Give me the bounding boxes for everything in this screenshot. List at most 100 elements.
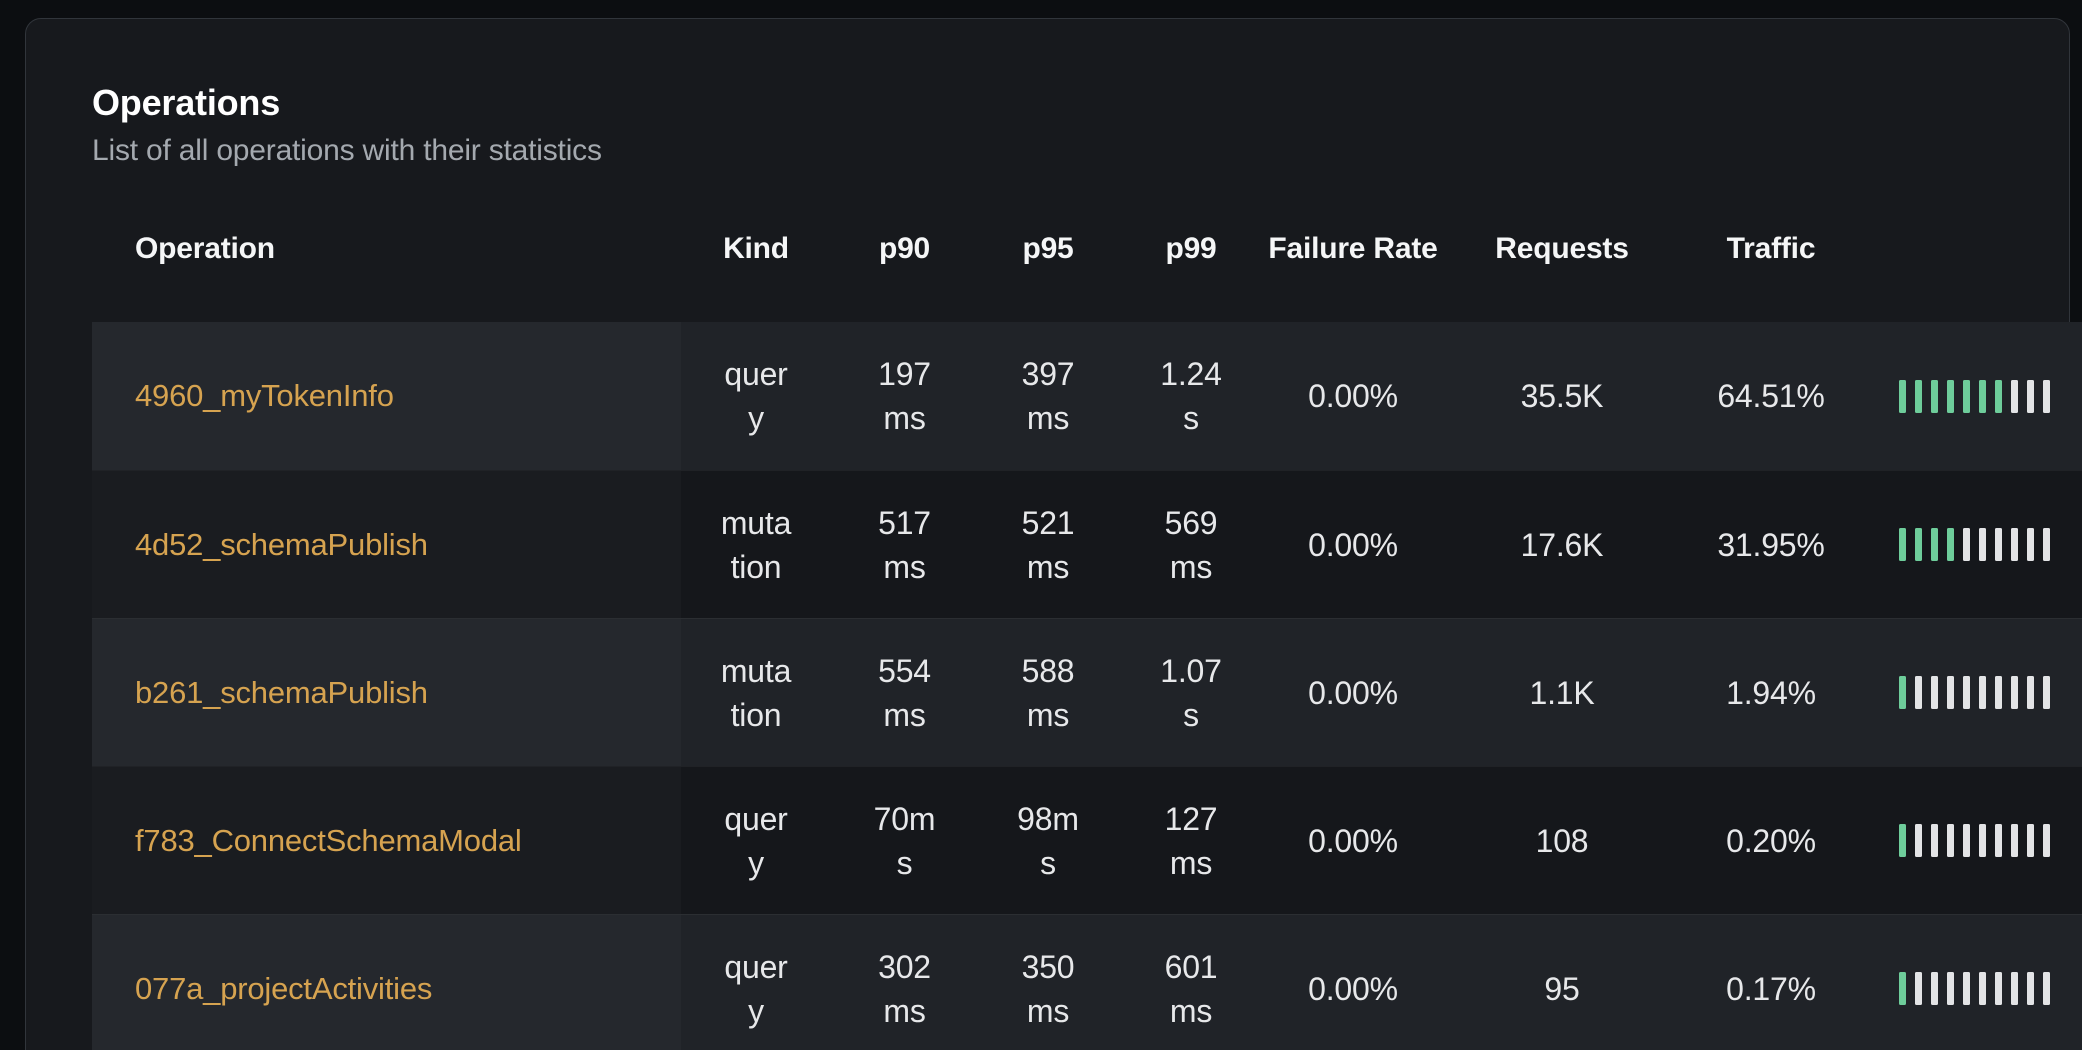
p99-cell: 127 ms: [1164, 800, 1218, 881]
traffic-bar: [1931, 824, 1938, 857]
operation-link[interactable]: b261_schemaPublish: [135, 674, 428, 710]
traffic-bar: [1995, 972, 2002, 1005]
operation-cell: 4960_myTokenInfo: [92, 322, 681, 470]
p95-cell: 98m s: [1017, 800, 1079, 881]
traffic-bar: [2011, 972, 2018, 1005]
traffic-bars: [1860, 471, 2082, 618]
traffic-cell: 64.51%: [1717, 378, 1825, 414]
p95-cell: 521 ms: [1021, 504, 1075, 585]
column-header-failure-rate: Failure Rate: [1268, 232, 1438, 265]
p99-cell: 601 ms: [1164, 948, 1218, 1029]
traffic-bar: [1931, 379, 1938, 413]
traffic-bar: [1963, 676, 1970, 709]
traffic-bar: [1979, 676, 1986, 709]
p95-cell: 350 ms: [1021, 948, 1075, 1029]
traffic-bar: [2027, 972, 2034, 1005]
traffic-bar: [1995, 824, 2002, 857]
traffic-cell: 1.94%: [1726, 674, 1816, 711]
operation-cell: 077a_projectActivities: [92, 915, 681, 1050]
column-header-requests: Requests: [1495, 232, 1629, 265]
table-row: 4960_myTokenInfo quer y 197 ms 397 ms 1.24 s…: [92, 322, 2082, 470]
failure-rate-cell: 0.00%: [1308, 378, 1398, 414]
operation-cell: 4d52_schemaPublish: [92, 471, 681, 618]
traffic-bar: [1963, 824, 1970, 857]
kind-cell: muta tion: [720, 504, 792, 585]
p99-cell: 1.24 s: [1160, 356, 1222, 436]
column-header-operation: Operation: [135, 232, 275, 265]
operations-card: Operations List of all operations with t…: [25, 18, 2082, 1050]
column-header-p90: p90: [878, 232, 931, 265]
operation-link[interactable]: 077a_projectActivities: [135, 970, 433, 1006]
traffic-bar: [1899, 528, 1906, 561]
failure-rate-cell: 0.00%: [1308, 970, 1398, 1007]
traffic-bar: [2011, 528, 2018, 561]
p90-cell: 302 ms: [878, 948, 931, 1029]
column-header-traffic: Traffic: [1726, 232, 1816, 265]
traffic-bar: [1947, 528, 1954, 561]
traffic-bar: [2043, 528, 2050, 561]
traffic-bar: [2011, 379, 2018, 413]
traffic-bar: [1931, 528, 1938, 561]
requests-cell: 17.6K: [1520, 526, 1604, 563]
traffic-bar: [1995, 676, 2002, 709]
requests-cell: 95: [1544, 970, 1580, 1007]
operation-link[interactable]: 4960_myTokenInfo: [135, 378, 394, 413]
table-header-row: Operation Kind p90 p95 p99 Failure Rate …: [92, 189, 2082, 309]
card-subtitle: List of all operations with their statis…: [92, 134, 602, 167]
traffic-bar: [1947, 824, 1954, 857]
kind-cell: quer y: [724, 800, 788, 881]
traffic-bar: [1963, 528, 1970, 561]
operation-cell: f783_ConnectSchemaModal: [92, 767, 681, 914]
traffic-bar: [1915, 528, 1922, 561]
traffic-bar: [1979, 824, 1986, 857]
traffic-bar: [1915, 824, 1922, 857]
p99-cell: 1.07 s: [1160, 652, 1222, 733]
table-row: 4d52_schemaPublish muta tion 517 ms 521 ms 5…: [92, 470, 2082, 618]
traffic-bar: [1979, 379, 1986, 413]
p90-cell: 554 ms: [878, 652, 931, 733]
traffic-bar: [1963, 379, 1970, 413]
column-header-kind: Kind: [723, 232, 789, 265]
traffic-bar: [2027, 528, 2034, 561]
kind-cell: muta tion: [720, 652, 792, 733]
traffic-bars: [1860, 322, 2082, 470]
kind-cell: quer y: [724, 948, 788, 1029]
operations-table-body: 4960_myTokenInfo quer y 197 ms 397 ms 1.24 s…: [92, 322, 2082, 1050]
operation-link[interactable]: f783_ConnectSchemaModal: [135, 822, 522, 858]
traffic-bar: [2027, 824, 2034, 857]
traffic-bar: [1995, 379, 2002, 413]
table-row: b261_schemaPublish muta tion 554 ms 588 ms 1…: [92, 618, 2082, 766]
traffic-bar: [1899, 676, 1906, 709]
failure-rate-cell: 0.00%: [1308, 674, 1398, 711]
traffic-bar: [1899, 824, 1906, 857]
failure-rate-cell: 0.00%: [1308, 822, 1398, 859]
requests-cell: 108: [1535, 822, 1589, 859]
requests-cell: 35.5K: [1520, 378, 1604, 414]
traffic-bar: [2043, 824, 2050, 857]
table-row: 077a_projectActivities quer y 302 ms 350 ms…: [92, 914, 2082, 1050]
operation-link[interactable]: 4d52_schemaPublish: [135, 526, 428, 562]
column-header-traffic-bars: [1860, 189, 2082, 309]
traffic-bar: [2011, 676, 2018, 709]
column-header-p95: p95: [1022, 232, 1074, 265]
traffic-bar: [1979, 972, 1986, 1005]
p90-cell: 197 ms: [878, 356, 931, 436]
traffic-cell: 31.95%: [1717, 526, 1825, 563]
traffic-bars: [1860, 767, 2082, 914]
traffic-cell: 0.20%: [1726, 822, 1816, 859]
table-row: f783_ConnectSchemaModal quer y 70m s 98m s 1…: [92, 766, 2082, 914]
traffic-bar: [1947, 972, 1954, 1005]
failure-rate-cell: 0.00%: [1308, 526, 1398, 563]
traffic-cell: 0.17%: [1726, 970, 1816, 1007]
traffic-bar: [2043, 379, 2050, 413]
traffic-bar: [2043, 676, 2050, 709]
p90-cell: 517 ms: [878, 504, 931, 585]
p90-cell: 70m s: [873, 800, 936, 881]
p99-cell: 569 ms: [1164, 504, 1218, 585]
traffic-bar: [1899, 379, 1906, 413]
card-title: Operations: [92, 82, 281, 123]
traffic-bar: [1899, 972, 1906, 1005]
traffic-bar: [1995, 528, 2002, 561]
traffic-bar: [1947, 676, 1954, 709]
